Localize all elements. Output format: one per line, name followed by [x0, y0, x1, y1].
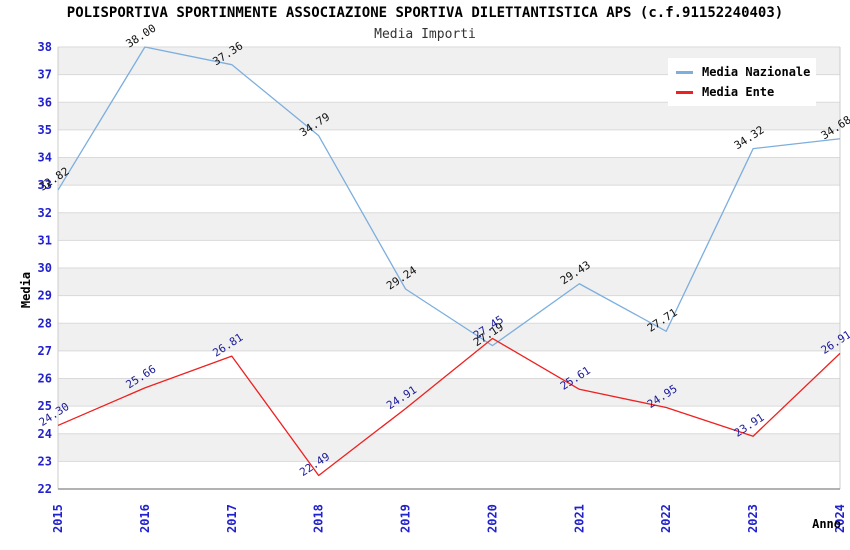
y-tick-label: 35: [38, 123, 52, 137]
x-tick-label: 2024: [833, 504, 847, 533]
x-tick-label: 2022: [659, 504, 673, 533]
plot-band: [58, 295, 840, 324]
x-axis-title: Anno: [812, 517, 841, 531]
series-line-1: [57, 337, 841, 477]
plot-band: [58, 378, 840, 407]
legend-line-swatch-ente: [676, 90, 693, 94]
y-tick-label: 33: [38, 178, 52, 192]
y-axis-title: Media: [19, 272, 33, 308]
legend-label: Media Ente: [702, 85, 775, 99]
plot-band: [58, 129, 840, 158]
y-tick-label: 36: [38, 95, 52, 109]
y-tick-label: 26: [38, 372, 52, 386]
plot-band: [58, 212, 840, 241]
point-label: 38.00: [124, 22, 159, 51]
x-tick-label: 2017: [225, 504, 239, 533]
series-line-0: [57, 46, 841, 347]
chart-title: POLISPORTIVA SPORTINMENTE ASSOCIAZIONE S…: [66, 5, 784, 21]
x-tick-label: 2020: [485, 504, 499, 533]
legend-item-media-nazionale: Media Nazionale: [676, 62, 816, 82]
plot-band: [58, 102, 840, 130]
y-tick-label: 29: [38, 289, 52, 303]
y-tick-label: 32: [38, 206, 52, 220]
legend-label: Media Nazionale: [702, 65, 811, 79]
y-tick-label: 31: [38, 233, 52, 247]
plot-band: [58, 185, 840, 213]
plot-band: [58, 157, 840, 186]
legend-line-swatch-nazionale: [676, 70, 693, 74]
y-tick-label: 27: [38, 344, 52, 358]
y-tick-label: 38: [38, 40, 52, 54]
y-tick-label: 37: [38, 68, 52, 82]
legend: Media Nazionale Media Ente: [668, 58, 816, 106]
plot-band: [58, 406, 840, 434]
plot-band: [58, 433, 840, 462]
plot-band: [58, 240, 840, 268]
y-tick-label: 25: [38, 399, 52, 413]
chart-subtitle: Media Importi: [374, 27, 476, 42]
plot-band: [58, 323, 840, 351]
y-tick-label: 34: [38, 151, 52, 165]
x-tick-label: 2016: [138, 504, 152, 533]
y-tick-label: 24: [38, 427, 52, 441]
x-tick-label: 2019: [399, 504, 413, 533]
legend-item-media-ente: Media Ente: [676, 82, 816, 102]
x-tick-label: 2015: [51, 504, 65, 533]
x-tick-label: 2023: [746, 504, 760, 533]
y-tick-label: 22: [38, 482, 52, 496]
y-tick-label: 30: [38, 261, 52, 275]
plot-band: [58, 268, 840, 296]
y-tick-label: 28: [38, 316, 52, 330]
y-tick-label: 23: [38, 454, 52, 468]
x-tick-label: 2018: [312, 504, 326, 533]
x-tick-label: 2021: [572, 504, 586, 533]
plot-band: [58, 461, 840, 489]
